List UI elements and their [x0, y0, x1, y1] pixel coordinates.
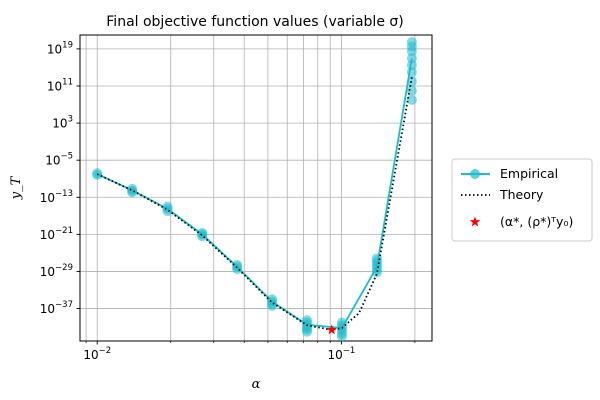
empirical-line: [96, 58, 413, 329]
y-axis-title: y_T: [9, 175, 24, 200]
y-tick-label: 10−21: [40, 226, 73, 242]
legend-item-theory: Theory: [461, 187, 544, 202]
empirical-point: [406, 76, 417, 87]
legend-star-marker: [469, 216, 481, 227]
plot-area-frame: [79, 34, 433, 342]
x-tick-label: 10−2: [83, 346, 111, 362]
empirical-point: [406, 36, 417, 47]
data-layer: [92, 36, 417, 342]
y-tick-label: 1011: [47, 78, 73, 94]
grid-lines: [80, 35, 432, 341]
empirical-point: [406, 94, 417, 105]
legend-label-empirical: Empirical: [500, 166, 558, 181]
axis-ticks: 1019 1011 103 10−5 10−13 10−21 10−29 10−37 10−2 1…: [40, 40, 416, 362]
legend-label-theory: Theory: [499, 187, 544, 202]
legend-item-empirical: Empirical: [461, 166, 558, 181]
empirical-point: [336, 331, 347, 342]
y-tick-label: 103: [52, 115, 73, 131]
y-tick-label: 10−37: [40, 300, 73, 316]
y-tick-label: 10−13: [40, 189, 73, 205]
empirical-point: [406, 85, 417, 96]
legend: Empirical Theory (α*, (ρ*)ᵀy₀): [451, 158, 593, 242]
empirical-point: [302, 326, 313, 337]
legend-item-optimum: (α*, (ρ*)ᵀy₀): [469, 214, 573, 229]
x-axis-title: α: [252, 377, 261, 392]
empirical-point: [232, 264, 243, 275]
chart-title: Final objective function values (variabl…: [106, 14, 403, 30]
empirical-point: [406, 60, 417, 71]
y-tick-label: 1019: [47, 40, 73, 56]
y-tick-label: 10−5: [45, 152, 73, 168]
legend-frame: [451, 158, 593, 242]
y-tick-label: 10−29: [40, 263, 73, 279]
theory-line: [96, 76, 413, 331]
legend-label-optimum: (α*, (ρ*)ᵀy₀): [500, 214, 573, 229]
legend-empirical-marker: [470, 169, 480, 179]
empirical-point: [197, 231, 208, 242]
x-tick-label: 10−1: [327, 346, 355, 362]
optimum-star: [326, 324, 337, 335]
